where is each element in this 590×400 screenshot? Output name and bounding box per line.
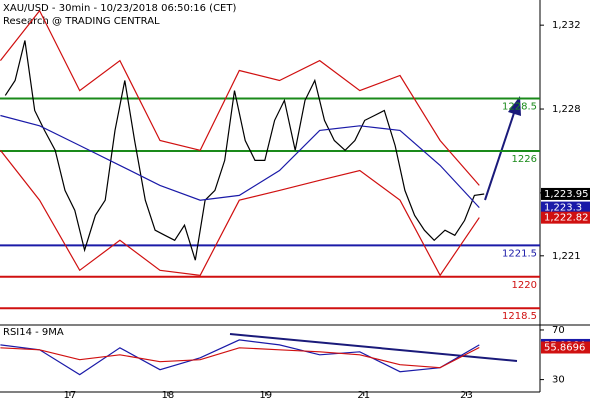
y-tick-label: 1,221 (552, 251, 581, 262)
series-line (0, 149, 480, 277)
series-line (0, 114, 480, 209)
projection-arrow (484, 109, 516, 201)
level-label: 1218.5 (502, 311, 537, 322)
price-marker-label: 1,223.3 (544, 203, 582, 214)
y-tick-label: 70 (552, 325, 565, 336)
y-tick-label: 30 (552, 375, 565, 386)
price-marker (541, 211, 590, 224)
y-tick-label: 1,232 (552, 20, 581, 31)
level-label: 1220 (512, 280, 537, 291)
x-tick-label: 17 (64, 390, 77, 400)
level-label: 1226 (512, 154, 537, 165)
x-tick-label: 19 (259, 390, 272, 400)
chart-subtitle: Research @ TRADING CENTRAL (3, 16, 160, 27)
price-marker (541, 201, 590, 214)
series-line (0, 339, 480, 376)
rsi-title: RSI14 - 9MA (3, 327, 64, 338)
x-tick-label: 18 (161, 390, 174, 400)
rsi-trendline (229, 333, 518, 362)
price-marker-label: 1,222.82 (544, 213, 589, 224)
level-label: 1221.5 (502, 248, 537, 259)
series-line (4, 40, 485, 261)
series-line (0, 9, 480, 186)
chart-title: XAU/USD - 30min - 10/23/2018 06:50:16 (C… (3, 3, 236, 14)
price-marker (541, 187, 590, 200)
arrow-head (508, 96, 521, 116)
x-tick-label: 23 (460, 390, 473, 400)
series-line (0, 346, 480, 369)
price-marker-label: 1,223.95 (544, 189, 589, 200)
price-marker (541, 341, 590, 354)
level-label: 1228.5 (502, 102, 537, 113)
x-tick-label: 21 (357, 390, 370, 400)
y-tick-label: 1,228 (552, 104, 581, 115)
price-marker-label: 55.8696 (544, 342, 585, 353)
